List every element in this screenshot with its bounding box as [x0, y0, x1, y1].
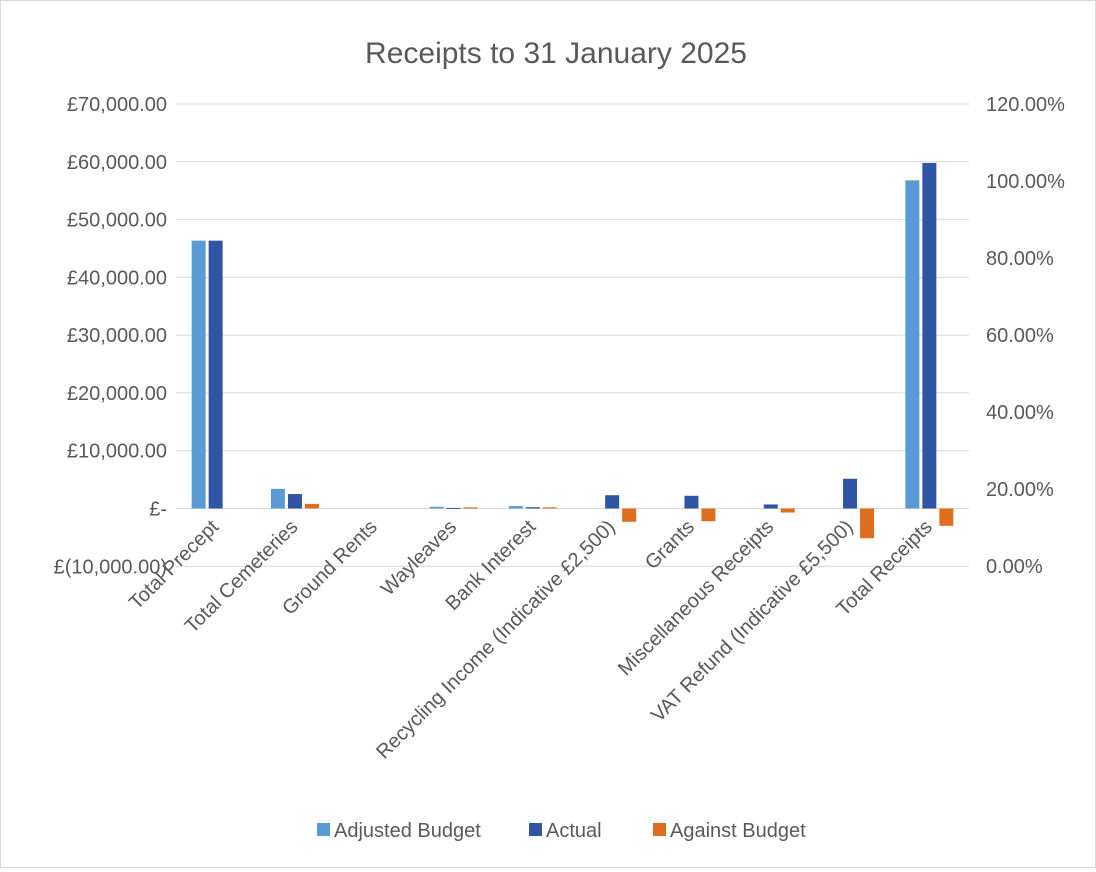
right-axis-tick-label: 80.00% [986, 248, 1054, 270]
legend-item: Actual [529, 820, 602, 842]
right-axis-tick-label: 60.00% [986, 325, 1054, 347]
left-axis-tick-label: £70,000.00 [67, 94, 167, 116]
legend-swatch [653, 823, 666, 836]
legend-swatch [529, 823, 542, 836]
left-axis-tick-label: £50,000.00 [67, 210, 167, 232]
bar-adjusted-budget [429, 506, 444, 509]
bar-actual [208, 240, 223, 509]
bar-adjusted-budget [905, 180, 920, 509]
right-axis-tick-label: 0.00% [986, 556, 1043, 578]
bar-actual [684, 495, 699, 509]
chart-title: Receipts to 31 January 2025 [365, 37, 747, 70]
bar-actual [922, 162, 937, 509]
left-axis-tick-label: £30,000.00 [67, 325, 167, 347]
right-axis-tick-label: 40.00% [986, 402, 1054, 424]
bar-adjusted-budget [508, 506, 523, 509]
bar-actual [843, 478, 858, 509]
legend-label: Against Budget [670, 820, 806, 842]
bar-actual [446, 507, 461, 509]
left-axis-tick-labels: £(10,000.00) £- £10,000.00 £20,000.00 £30,00… [54, 94, 167, 578]
bar-series [191, 162, 954, 539]
right-axis-tick-labels: 0.00% 20.00% 40.00% 60.00% 80.00% 100.00% 120.… [986, 94, 1065, 578]
bar-against-budget [622, 508, 637, 522]
bar-adjusted-budget [270, 488, 285, 509]
category-label: Miscellaneous Receipts [614, 516, 778, 680]
left-axis-tick-label: £60,000.00 [67, 152, 167, 174]
bar-against-budget [939, 508, 954, 526]
left-axis-tick-label: £(10,000.00) [54, 556, 167, 578]
legend-label: Adjusted Budget [334, 820, 481, 842]
bar-against-budget [701, 508, 716, 522]
left-axis-tick-label: £10,000.00 [67, 441, 167, 463]
bar-against-budget [542, 507, 557, 509]
category-label: Grants [641, 516, 699, 574]
left-axis-tick-label: £20,000.00 [67, 383, 167, 405]
bar-against-budget [860, 508, 875, 539]
legend-label: Actual [546, 820, 602, 842]
legend: Adjusted Budget Actual Against Budget [317, 820, 806, 842]
bar-actual [763, 504, 778, 509]
legend-item: Adjusted Budget [317, 820, 481, 842]
bar-against-budget [780, 508, 795, 513]
left-axis-tick-label: £- [149, 499, 167, 521]
right-axis-tick-label: 20.00% [986, 479, 1054, 501]
bar-adjusted-budget [191, 240, 206, 509]
bar-actual [525, 507, 540, 509]
right-axis-tick-label: 120.00% [986, 94, 1065, 116]
bar-against-budget [463, 507, 478, 509]
left-axis-tick-label: £40,000.00 [67, 267, 167, 289]
bar-actual [605, 495, 620, 509]
bar-actual [287, 494, 302, 509]
legend-item: Against Budget [653, 820, 806, 842]
category-label: Wayleaves [377, 516, 461, 600]
legend-swatch [317, 823, 330, 836]
bar-against-budget [304, 503, 319, 509]
right-axis-tick-label: 100.00% [986, 171, 1065, 193]
